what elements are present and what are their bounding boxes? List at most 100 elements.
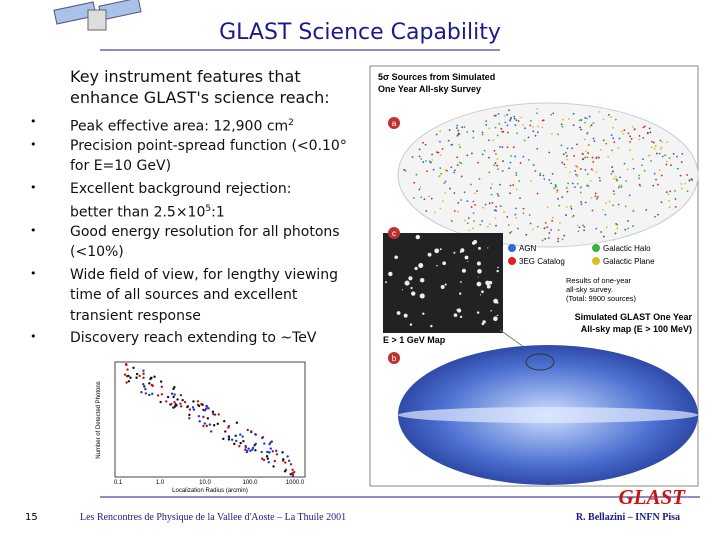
decor-dot <box>151 392 154 396</box>
decor-dot <box>639 185 642 187</box>
decor-dot <box>242 440 245 443</box>
decor-dot <box>488 171 491 174</box>
decor-dot <box>529 222 532 225</box>
slide-title: GLAST Science Capability <box>219 20 501 45</box>
legend-entry: Galactic Halo <box>603 244 651 253</box>
decor-dot <box>536 192 539 195</box>
decor-dot <box>522 155 525 158</box>
bullet-text: Good energy resolution for all photons <box>70 223 340 240</box>
decor-dot <box>494 162 497 165</box>
decor-dot <box>490 309 492 312</box>
decor-dot <box>172 406 175 409</box>
decor-dot <box>672 152 675 155</box>
decor-dot <box>483 149 486 152</box>
decor-dot <box>518 180 521 182</box>
decor-dot <box>179 405 183 408</box>
decor-dot <box>559 222 561 224</box>
decor-dot <box>482 320 486 324</box>
plot-x-tick: 1000.0 <box>286 480 305 486</box>
decor-dot <box>472 136 475 139</box>
decor-dot <box>173 405 177 408</box>
decor-dot <box>409 323 413 326</box>
decor-dot <box>627 132 630 135</box>
bullet-marker: • <box>30 330 37 343</box>
decor-dot <box>507 131 509 134</box>
decor-dot <box>437 151 440 154</box>
decor-dot <box>537 125 539 128</box>
decor-dot <box>654 145 657 147</box>
decor-dot <box>499 205 502 208</box>
decor-dot <box>481 133 484 136</box>
decor-dot <box>586 132 589 135</box>
decor-dot <box>550 229 553 231</box>
decor-dot <box>451 143 454 146</box>
decor-dot <box>476 190 478 192</box>
decor-dot <box>579 126 581 129</box>
decor-dot <box>576 166 579 168</box>
decor-dot <box>659 148 662 151</box>
decor-dot <box>551 133 553 136</box>
decor-dot <box>142 376 145 380</box>
decor-dot <box>513 117 516 120</box>
decor-dot <box>542 174 545 177</box>
decor-dot <box>580 119 583 121</box>
decor-dot <box>541 119 544 122</box>
decor-dot <box>541 126 544 129</box>
decor-dot <box>515 188 518 191</box>
decor-dot <box>594 192 597 195</box>
decor-dot <box>550 182 553 185</box>
decor-dot <box>186 405 189 409</box>
decor-dot <box>688 179 691 182</box>
decor-dot <box>550 113 553 116</box>
decor-dot <box>170 402 173 406</box>
decor-dot <box>148 382 151 385</box>
decor-dot <box>580 201 583 203</box>
decor-dot <box>173 400 176 404</box>
decor-dot <box>571 216 574 218</box>
decor-dot <box>125 381 128 384</box>
decor-dot <box>439 130 442 133</box>
decor-dot <box>472 212 475 214</box>
decor-dot <box>530 120 532 122</box>
decor-dot <box>638 138 641 141</box>
decor-dot <box>504 115 506 117</box>
decor-dot <box>666 141 669 144</box>
decor-dot <box>508 167 511 170</box>
decor-dot <box>686 174 689 176</box>
decor-dot <box>415 234 420 240</box>
decor-dot <box>466 131 469 133</box>
decor-dot <box>467 217 470 219</box>
photon-plot: Number of Detected Photons Localization … <box>96 361 306 494</box>
decor-dot <box>605 142 608 145</box>
bullet-sup: 2 <box>288 118 294 128</box>
decor-dot <box>496 192 499 195</box>
decor-dot <box>557 237 560 240</box>
decor-dot <box>517 227 519 230</box>
decor-dot <box>419 277 425 283</box>
decor-dot <box>442 261 446 266</box>
decor-dot <box>138 374 141 378</box>
bullet-marker: • <box>30 266 37 280</box>
decor-dot <box>289 463 293 466</box>
decor-dot <box>659 139 662 142</box>
decor-dot <box>614 118 617 121</box>
decor-dot <box>525 233 528 236</box>
decor-dot <box>532 164 535 166</box>
decor-dot <box>579 168 582 170</box>
decor-dot <box>188 413 191 417</box>
decor-dot <box>498 122 501 125</box>
decor-dot <box>286 455 289 458</box>
decor-dot <box>541 239 544 242</box>
panel-label: a <box>392 119 397 128</box>
decor-dot <box>403 168 405 171</box>
decor-dot <box>142 369 145 372</box>
decor-dot <box>493 149 496 152</box>
source-map <box>397 102 699 248</box>
decor-dot <box>165 400 168 403</box>
decor-dot <box>572 112 575 115</box>
decor-dot <box>411 156 414 158</box>
decor-dot <box>418 262 424 269</box>
decor-dot <box>234 434 237 437</box>
decor-dot <box>453 192 456 194</box>
decor-dot <box>514 124 517 126</box>
